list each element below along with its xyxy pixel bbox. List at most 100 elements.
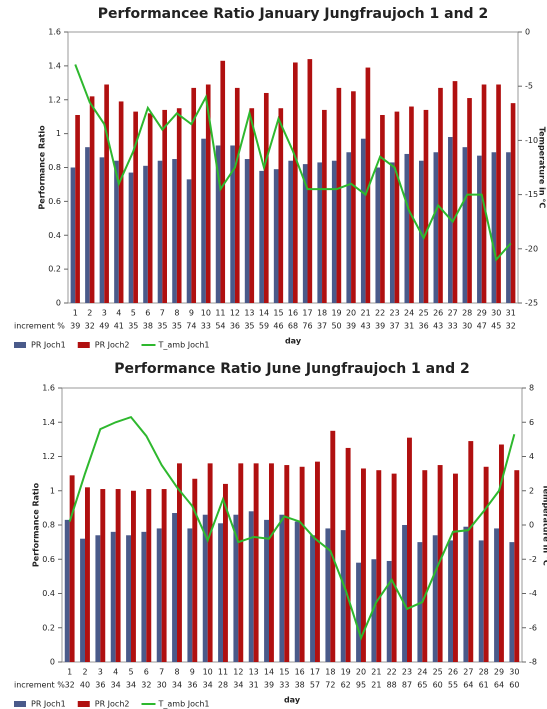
bar (322, 109, 327, 303)
bar (376, 470, 382, 662)
bar (248, 511, 254, 662)
bar (340, 530, 346, 662)
x-tick-label: 2 (82, 668, 87, 677)
row-value: 68 (288, 322, 298, 331)
x-tick-label: 21 (360, 309, 370, 318)
y-tick-label: 0 (56, 299, 61, 308)
row-value: 46 (273, 322, 283, 331)
y2-tick-label: -20 (525, 244, 538, 253)
row-value: 36 (95, 681, 105, 690)
row-value: 30 (462, 322, 472, 331)
bar (100, 489, 106, 662)
bar (143, 165, 148, 303)
bar (104, 84, 109, 303)
bar (438, 87, 443, 303)
x-tick-label: 23 (402, 668, 412, 677)
bar (147, 113, 153, 303)
bar (118, 101, 124, 303)
x-tick-label: 21 (371, 668, 381, 677)
x-axis-title: day (284, 696, 301, 705)
bar (432, 535, 438, 662)
bar (389, 162, 395, 303)
row-value: 34 (203, 681, 213, 690)
bar (391, 473, 397, 662)
bar (64, 519, 70, 662)
bar (491, 152, 497, 303)
row-value: 39 (346, 322, 356, 331)
bar (110, 531, 116, 662)
x-tick-label: 12 (233, 668, 243, 677)
row-value: 41 (114, 322, 124, 331)
row-value: 36 (187, 681, 197, 690)
bar (299, 466, 305, 662)
y-tick-label: 0 (50, 658, 55, 667)
y2-tick-label: -4 (529, 589, 537, 598)
bar (75, 114, 80, 304)
bar (468, 441, 474, 662)
bar (494, 528, 499, 662)
bar (192, 478, 198, 662)
row-value: 54 (215, 322, 225, 331)
bar (80, 538, 85, 662)
x-tick-label: 19 (331, 309, 341, 318)
x-tick-label: 17 (302, 309, 312, 318)
y-tick-label: 0.6 (48, 197, 61, 206)
bar (481, 84, 487, 303)
x-tick-label: 25 (433, 668, 443, 677)
bar (284, 465, 290, 662)
y-tick-label: 0.2 (42, 623, 55, 632)
bar (279, 514, 285, 662)
bar (467, 98, 472, 304)
row-value: 88 (387, 681, 397, 690)
bar (69, 475, 75, 662)
bar (336, 87, 342, 303)
bar (317, 162, 323, 303)
x-tick-label: 6 (145, 309, 150, 318)
bar (172, 513, 177, 662)
y2-tick-label: -8 (529, 658, 537, 667)
bar (187, 528, 193, 662)
y-tick-label: 0.8 (42, 521, 55, 530)
y2-tick-label: 8 (529, 384, 534, 393)
bar (496, 84, 501, 303)
legend-label: T_amb Joch1 (158, 700, 210, 709)
x-tick-label: 28 (462, 309, 472, 318)
row-value: 87 (402, 681, 412, 690)
x-tick-label: 22 (387, 668, 397, 677)
bar (128, 172, 134, 303)
row-value: 33 (279, 681, 289, 690)
bar (356, 562, 361, 662)
x-tick-label: 30 (509, 668, 519, 677)
row-value: 21 (371, 681, 381, 690)
bar (223, 483, 228, 662)
y2-tick-label: -10 (525, 136, 538, 145)
x-tick-label: 18 (317, 309, 327, 318)
x-tick-label: 18 (325, 668, 335, 677)
bar (273, 169, 279, 303)
bar (325, 528, 331, 662)
x-tick-label: 11 (218, 668, 228, 677)
row-value: 34 (111, 681, 121, 690)
bar (423, 109, 429, 303)
bar (244, 159, 250, 303)
bar (394, 111, 400, 303)
bar (407, 437, 412, 662)
row-value: 39 (264, 681, 274, 690)
bar (218, 523, 223, 662)
y2-tick-label: -6 (529, 623, 537, 632)
x-tick-label: 7 (159, 668, 164, 677)
x-tick-label: 10 (203, 668, 213, 677)
x-tick-label: 14 (259, 309, 269, 318)
bar (307, 59, 313, 303)
chart: Performancee Ratio January Jungfraujoch … (14, 6, 547, 350)
bar (162, 109, 167, 303)
row-value: 33 (201, 322, 211, 331)
bar (506, 152, 511, 303)
chart-title: Performance Ratio June Jungfraujoch 1 an… (114, 361, 469, 377)
x-tick-label: 3 (98, 668, 103, 677)
row-value: 43 (433, 322, 443, 331)
bar (417, 542, 423, 662)
y2-tick-label: 6 (529, 418, 534, 427)
y2-tick-label: 0 (529, 521, 534, 530)
y-tick-label: 1 (56, 129, 61, 138)
